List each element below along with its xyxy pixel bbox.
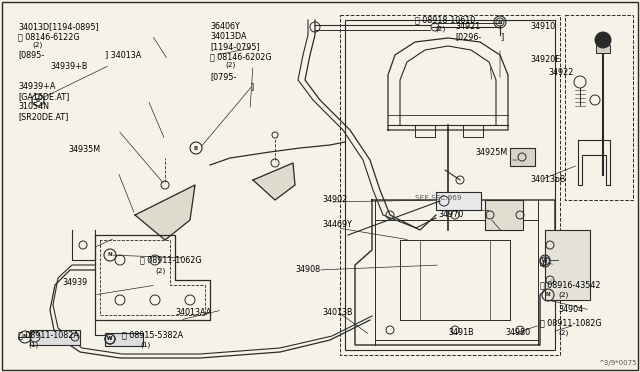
Text: [SR20DE.AT]: [SR20DE.AT] [18, 112, 68, 121]
Text: 34922: 34922 [548, 68, 573, 77]
Text: N: N [108, 253, 112, 257]
Text: [GA16DE.AT]: [GA16DE.AT] [18, 92, 69, 101]
Text: W: W [108, 337, 113, 341]
Text: 34013AA: 34013AA [175, 308, 211, 317]
Text: 34925M: 34925M [475, 148, 508, 157]
Text: B: B [194, 145, 198, 151]
Text: B: B [36, 97, 40, 103]
Bar [415, 125, 435, 137]
Text: Ⓑ 08146-6122G: Ⓑ 08146-6122G [18, 32, 79, 41]
Text: Ⓝ 08911-1082A: Ⓝ 08911-1082A [18, 330, 79, 339]
Bar [463, 125, 483, 137]
Text: 31054N: 31054N [18, 102, 49, 111]
Text: 34902: 34902 [322, 195, 348, 204]
Bar [565, 15, 633, 200]
Text: Ⓑ 08146-6202G: Ⓑ 08146-6202G [210, 52, 271, 61]
Text: W: W [108, 337, 113, 341]
Text: (1): (1) [28, 342, 38, 349]
Text: [0895-: [0895- [18, 50, 44, 59]
Bar [340, 15, 560, 355]
Text: ]: ] [250, 82, 253, 91]
Text: 34939+B: 34939+B [50, 62, 88, 71]
Text: ]: ] [500, 32, 503, 41]
Bar [105, 333, 143, 346]
Text: 34970: 34970 [438, 210, 463, 219]
Text: N: N [498, 19, 502, 25]
Text: 34013D[1194-0895]: 34013D[1194-0895] [18, 22, 99, 31]
Polygon shape [253, 163, 295, 200]
Text: 34939: 34939 [62, 278, 87, 287]
Text: [0795-: [0795- [210, 72, 236, 81]
Circle shape [595, 32, 611, 48]
Text: 34013ᴅB: 34013ᴅB [530, 175, 565, 184]
Bar [485, 200, 523, 230]
Text: SEE SEC.969: SEE SEC.969 [415, 195, 461, 201]
Text: 34980: 34980 [505, 328, 530, 337]
Text: 34935M: 34935M [68, 145, 100, 154]
Text: Ⓦ 08915-5382A: Ⓦ 08915-5382A [122, 330, 183, 339]
Text: 34013DA: 34013DA [210, 32, 246, 41]
Text: W: W [542, 260, 548, 264]
Text: N: N [546, 292, 550, 298]
Text: (2): (2) [155, 268, 165, 275]
Text: 3491B: 3491B [448, 328, 474, 337]
Bar [30, 330, 80, 345]
Text: Ⓝ 08911-1062G: Ⓝ 08911-1062G [140, 255, 202, 264]
Text: (1): (1) [140, 342, 150, 349]
Text: (2): (2) [435, 25, 445, 32]
Text: Ⓝ 08911-1082G: Ⓝ 08911-1082G [540, 318, 602, 327]
Text: (2): (2) [225, 62, 236, 68]
Text: (2): (2) [558, 292, 568, 298]
Text: ^3/9*0075: ^3/9*0075 [598, 360, 637, 366]
Text: 34908: 34908 [295, 265, 320, 274]
Text: 34469Y: 34469Y [322, 220, 352, 229]
Text: [0296-: [0296- [455, 32, 481, 41]
Bar [545, 230, 590, 300]
Text: 34920E: 34920E [530, 55, 560, 64]
Text: (2): (2) [32, 42, 42, 48]
Bar [436, 192, 481, 210]
Bar [596, 45, 610, 53]
Text: N: N [22, 334, 28, 340]
Bar [345, 20, 555, 350]
Text: ] 34013A: ] 34013A [105, 50, 141, 59]
Text: Ⓝ 08918-10610: Ⓝ 08918-10610 [415, 15, 476, 24]
Text: 34921: 34921 [455, 22, 480, 31]
Text: Ⓦ 08916-43542: Ⓦ 08916-43542 [540, 280, 600, 289]
Polygon shape [135, 185, 195, 240]
Text: W: W [542, 257, 548, 263]
Text: (2): (2) [558, 330, 568, 337]
Text: 34904: 34904 [558, 305, 583, 314]
Text: 34910: 34910 [530, 22, 555, 31]
Text: 34939+A: 34939+A [18, 82, 56, 91]
Text: [1194-0795]: [1194-0795] [210, 42, 260, 51]
Text: 34013B: 34013B [322, 308, 353, 317]
Bar [510, 148, 535, 166]
Text: 36406Y: 36406Y [210, 22, 240, 31]
